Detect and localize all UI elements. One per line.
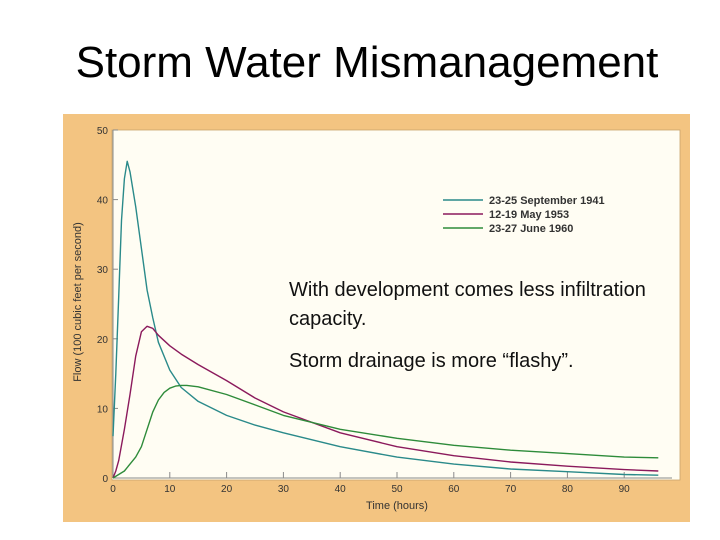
chart-frame: 0 10 20 30 40 50 0 10 20 30 40 50 60 70 80 90 23-25 Se… [63, 114, 690, 522]
y-tick-label: 0 [102, 474, 108, 485]
x-axis-label: Time (hours) [366, 500, 428, 512]
x-axis: 0 10 20 30 40 50 60 70 80 90 [110, 472, 672, 495]
caption-flashy: Storm drainage is more “flashy”. [289, 350, 574, 372]
slide-title: Storm Water Mismanagement [75, 38, 659, 87]
x-tick-label: 0 [110, 484, 116, 495]
legend-label: 23-27 June 1960 [489, 223, 573, 235]
legend-label: 23-25 September 1941 [489, 195, 605, 207]
x-tick-label: 80 [562, 484, 574, 495]
series-line-2 [112, 325, 659, 479]
series-line-1 [112, 160, 659, 476]
x-tick-label: 50 [391, 484, 403, 495]
x-tick-label: 30 [278, 484, 290, 495]
series-lines [112, 160, 659, 479]
x-tick-label: 20 [221, 484, 233, 495]
caption-development: With development comes less infiltration… [289, 279, 646, 330]
x-tick-label: 90 [619, 484, 631, 495]
y-tick-label: 30 [97, 265, 109, 276]
y-axis-label: Flow (100 cubic feet per second) [72, 222, 84, 382]
x-tick-label: 10 [164, 484, 176, 495]
y-tick-label: 10 [97, 404, 109, 415]
x-tick-label: 60 [448, 484, 460, 495]
flow-chart: 0 10 20 30 40 50 0 10 20 30 40 50 60 70 80 90 23-25 Se… [63, 114, 690, 522]
y-axis: 0 10 20 30 40 50 [97, 126, 118, 485]
plot-area [111, 129, 681, 481]
series-line-3 [112, 384, 659, 479]
legend: 23-25 September 1941 12-19 May 1953 23-27 … [443, 195, 605, 235]
legend-label: 12-19 May 1953 [489, 209, 569, 221]
y-tick-label: 20 [97, 335, 109, 346]
y-tick-label: 40 [97, 196, 109, 207]
x-tick-label: 40 [335, 484, 347, 495]
x-tick-label: 70 [505, 484, 517, 495]
y-tick-label: 50 [97, 126, 109, 137]
